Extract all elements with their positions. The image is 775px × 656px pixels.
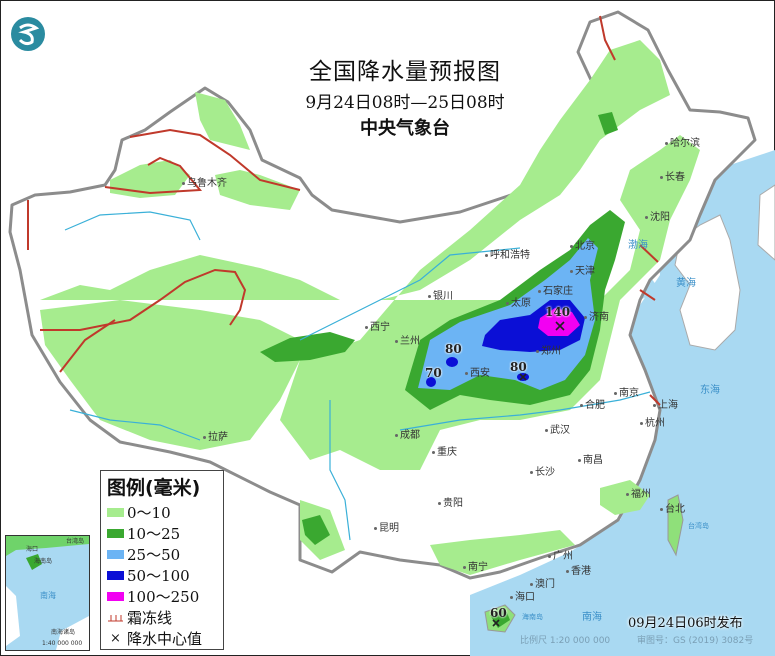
cma-dragon-logo-icon — [11, 17, 45, 51]
city-label: 南宁 — [463, 562, 488, 574]
city-label: 北京 — [570, 241, 595, 253]
city-label: 广州 — [548, 551, 573, 563]
legend-swatch — [107, 571, 124, 580]
legend: 图例(毫米) 0～10 10～25 25～50 50～100 100～250 霜… — [100, 470, 224, 650]
city-label: 武汉 — [545, 425, 570, 437]
legend-swatch — [107, 508, 124, 517]
inset-label: 海南岛 — [34, 558, 53, 565]
legend-item: 10～25 — [107, 523, 217, 544]
city-label: 上海 — [653, 400, 678, 412]
legend-swatch — [107, 592, 124, 601]
legend-label: 霜冻线 — [127, 609, 173, 627]
city-label: 郑州 — [536, 346, 561, 358]
city-label: 太原 — [506, 298, 531, 310]
inset-map — [6, 536, 89, 650]
city-label: 台北 — [660, 504, 685, 516]
sea-label: 渤海 — [628, 240, 648, 251]
forecast-period: 9月24日08时—25日08时 — [305, 93, 505, 113]
city-label: 拉萨 — [203, 432, 228, 444]
map-title: 全国降水量预报图 — [309, 59, 501, 85]
legend-title: 图例(毫米) — [107, 477, 201, 499]
rivers — [64, 211, 651, 541]
frost-line-icon — [108, 614, 123, 621]
legend-label: 25～50 — [127, 546, 181, 564]
city-label: 沈阳 — [645, 212, 670, 224]
legend-item: 霜冻线 — [107, 607, 217, 628]
city-label: 重庆 — [432, 447, 457, 459]
city-label: 西宁 — [365, 322, 390, 334]
city-label: 哈尔滨 — [665, 138, 700, 150]
cross-icon: × — [110, 631, 121, 646]
korea-land — [674, 214, 741, 351]
sea-label: 南海 — [582, 612, 602, 623]
inset-label: 海口 — [26, 546, 39, 553]
precip-center-value: 60 — [490, 606, 507, 620]
precip-100-250 — [538, 308, 580, 336]
inset-scale: 1:40 000 000 — [42, 640, 83, 647]
legend-label: 100～250 — [127, 588, 200, 606]
legend-item: 50～100 — [107, 565, 217, 586]
publish-time: 09月24日06时发布 — [628, 616, 743, 631]
issuer: 中央气象台 — [360, 118, 450, 139]
city-label: 呼和浩特 — [485, 250, 530, 262]
city-label: 澳门 — [530, 579, 555, 591]
city-label: 银川 — [428, 291, 453, 303]
legend-swatch — [107, 550, 124, 559]
city-label: 南京 — [614, 388, 639, 400]
city-label: 杭州 — [640, 418, 665, 430]
city-label: 乌鲁木齐 — [182, 178, 227, 190]
city-label: 长春 — [660, 172, 685, 184]
city-label: 石家庄 — [538, 286, 573, 298]
city-label: 香港 — [566, 566, 591, 578]
legend-label: 10～25 — [127, 525, 181, 543]
city-label: 成都 — [395, 430, 420, 442]
inset-label: 台湾岛 — [66, 538, 85, 545]
city-label: 兰州 — [395, 336, 420, 348]
precip-center-value: 140 — [545, 305, 571, 319]
legend-item: × 降水中心值 — [107, 628, 217, 649]
city-label: 长沙 — [530, 467, 555, 479]
precip-center-value: 80 — [510, 360, 527, 374]
precip-center-value: 80 — [445, 342, 462, 356]
city-label: 西安 — [465, 368, 490, 380]
japan-land — [757, 184, 775, 261]
sea-label: 台湾岛 — [688, 522, 709, 530]
sea-label: 东海 — [700, 385, 720, 396]
legend-label: 降水中心值 — [127, 630, 203, 648]
legend-label: 0～10 — [127, 504, 171, 522]
city-label: 海口 — [510, 592, 535, 604]
city-label: 南昌 — [578, 455, 603, 467]
legend-item: 25～50 — [107, 544, 217, 565]
map-scale: 比例尺 1:20 000 000 — [520, 636, 611, 646]
city-label: 福州 — [626, 489, 651, 501]
precip-center-value: 70 — [425, 366, 442, 380]
legend-item: 0～10 — [107, 502, 217, 523]
city-label: 天津 — [570, 266, 595, 278]
sea-label: 海南岛 — [522, 613, 543, 621]
inset-label: 南海 — [40, 591, 56, 600]
south-china-sea-inset: 海口 海南岛 台湾岛 南海 南海诸岛 1:40 000 000 — [5, 535, 90, 651]
city-label: 济南 — [584, 312, 609, 324]
legend-swatch — [107, 529, 124, 538]
frost-lines — [27, 15, 661, 406]
precip-center-markers — [492, 321, 565, 627]
city-label: 贵阳 — [438, 498, 463, 510]
review-number: 审图号：GS (2019) 3082号 — [637, 636, 754, 646]
legend-item: 100～250 — [107, 586, 217, 607]
city-label: 昆明 — [374, 523, 399, 535]
sea-label: 黄海 — [676, 278, 696, 289]
inset-label: 南海诸岛 — [51, 629, 76, 636]
legend-label: 50～100 — [127, 567, 190, 585]
city-label: 合肥 — [580, 400, 605, 412]
